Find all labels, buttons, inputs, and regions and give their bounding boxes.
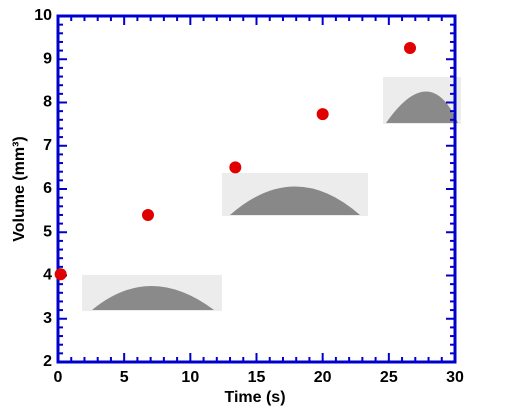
data-point: [229, 161, 242, 174]
y-axis-label: Volume (mm³): [11, 136, 28, 241]
droplet: [386, 91, 458, 123]
y-tick-label: 5: [43, 223, 52, 240]
y-tick-label: 8: [43, 94, 52, 111]
x-tick-label: 30: [446, 369, 464, 386]
droplet: [92, 286, 214, 310]
x-tick-label: 0: [54, 369, 63, 386]
data-point: [54, 268, 67, 281]
y-tick-label: 3: [43, 310, 52, 327]
x-tick-label: 10: [181, 369, 199, 386]
y-tick-label: 2: [43, 353, 52, 370]
data-point: [404, 42, 417, 55]
data-point: [141, 208, 154, 221]
y-tick-label: 10: [34, 7, 52, 24]
x-tick-label: 15: [248, 369, 266, 386]
data-point: [316, 108, 329, 121]
droplet-images: [82, 77, 461, 311]
y-tick-label: 6: [43, 180, 52, 197]
x-axis-label: Time (s): [224, 389, 285, 406]
droplet: [230, 186, 360, 215]
y-tick-label: 4: [43, 267, 52, 284]
x-tick-label: 25: [380, 369, 398, 386]
y-tick-label: 9: [43, 50, 52, 67]
y-tick-label: 7: [43, 137, 52, 154]
x-tick-label: 20: [314, 369, 332, 386]
x-tick-label: 5: [120, 369, 129, 386]
